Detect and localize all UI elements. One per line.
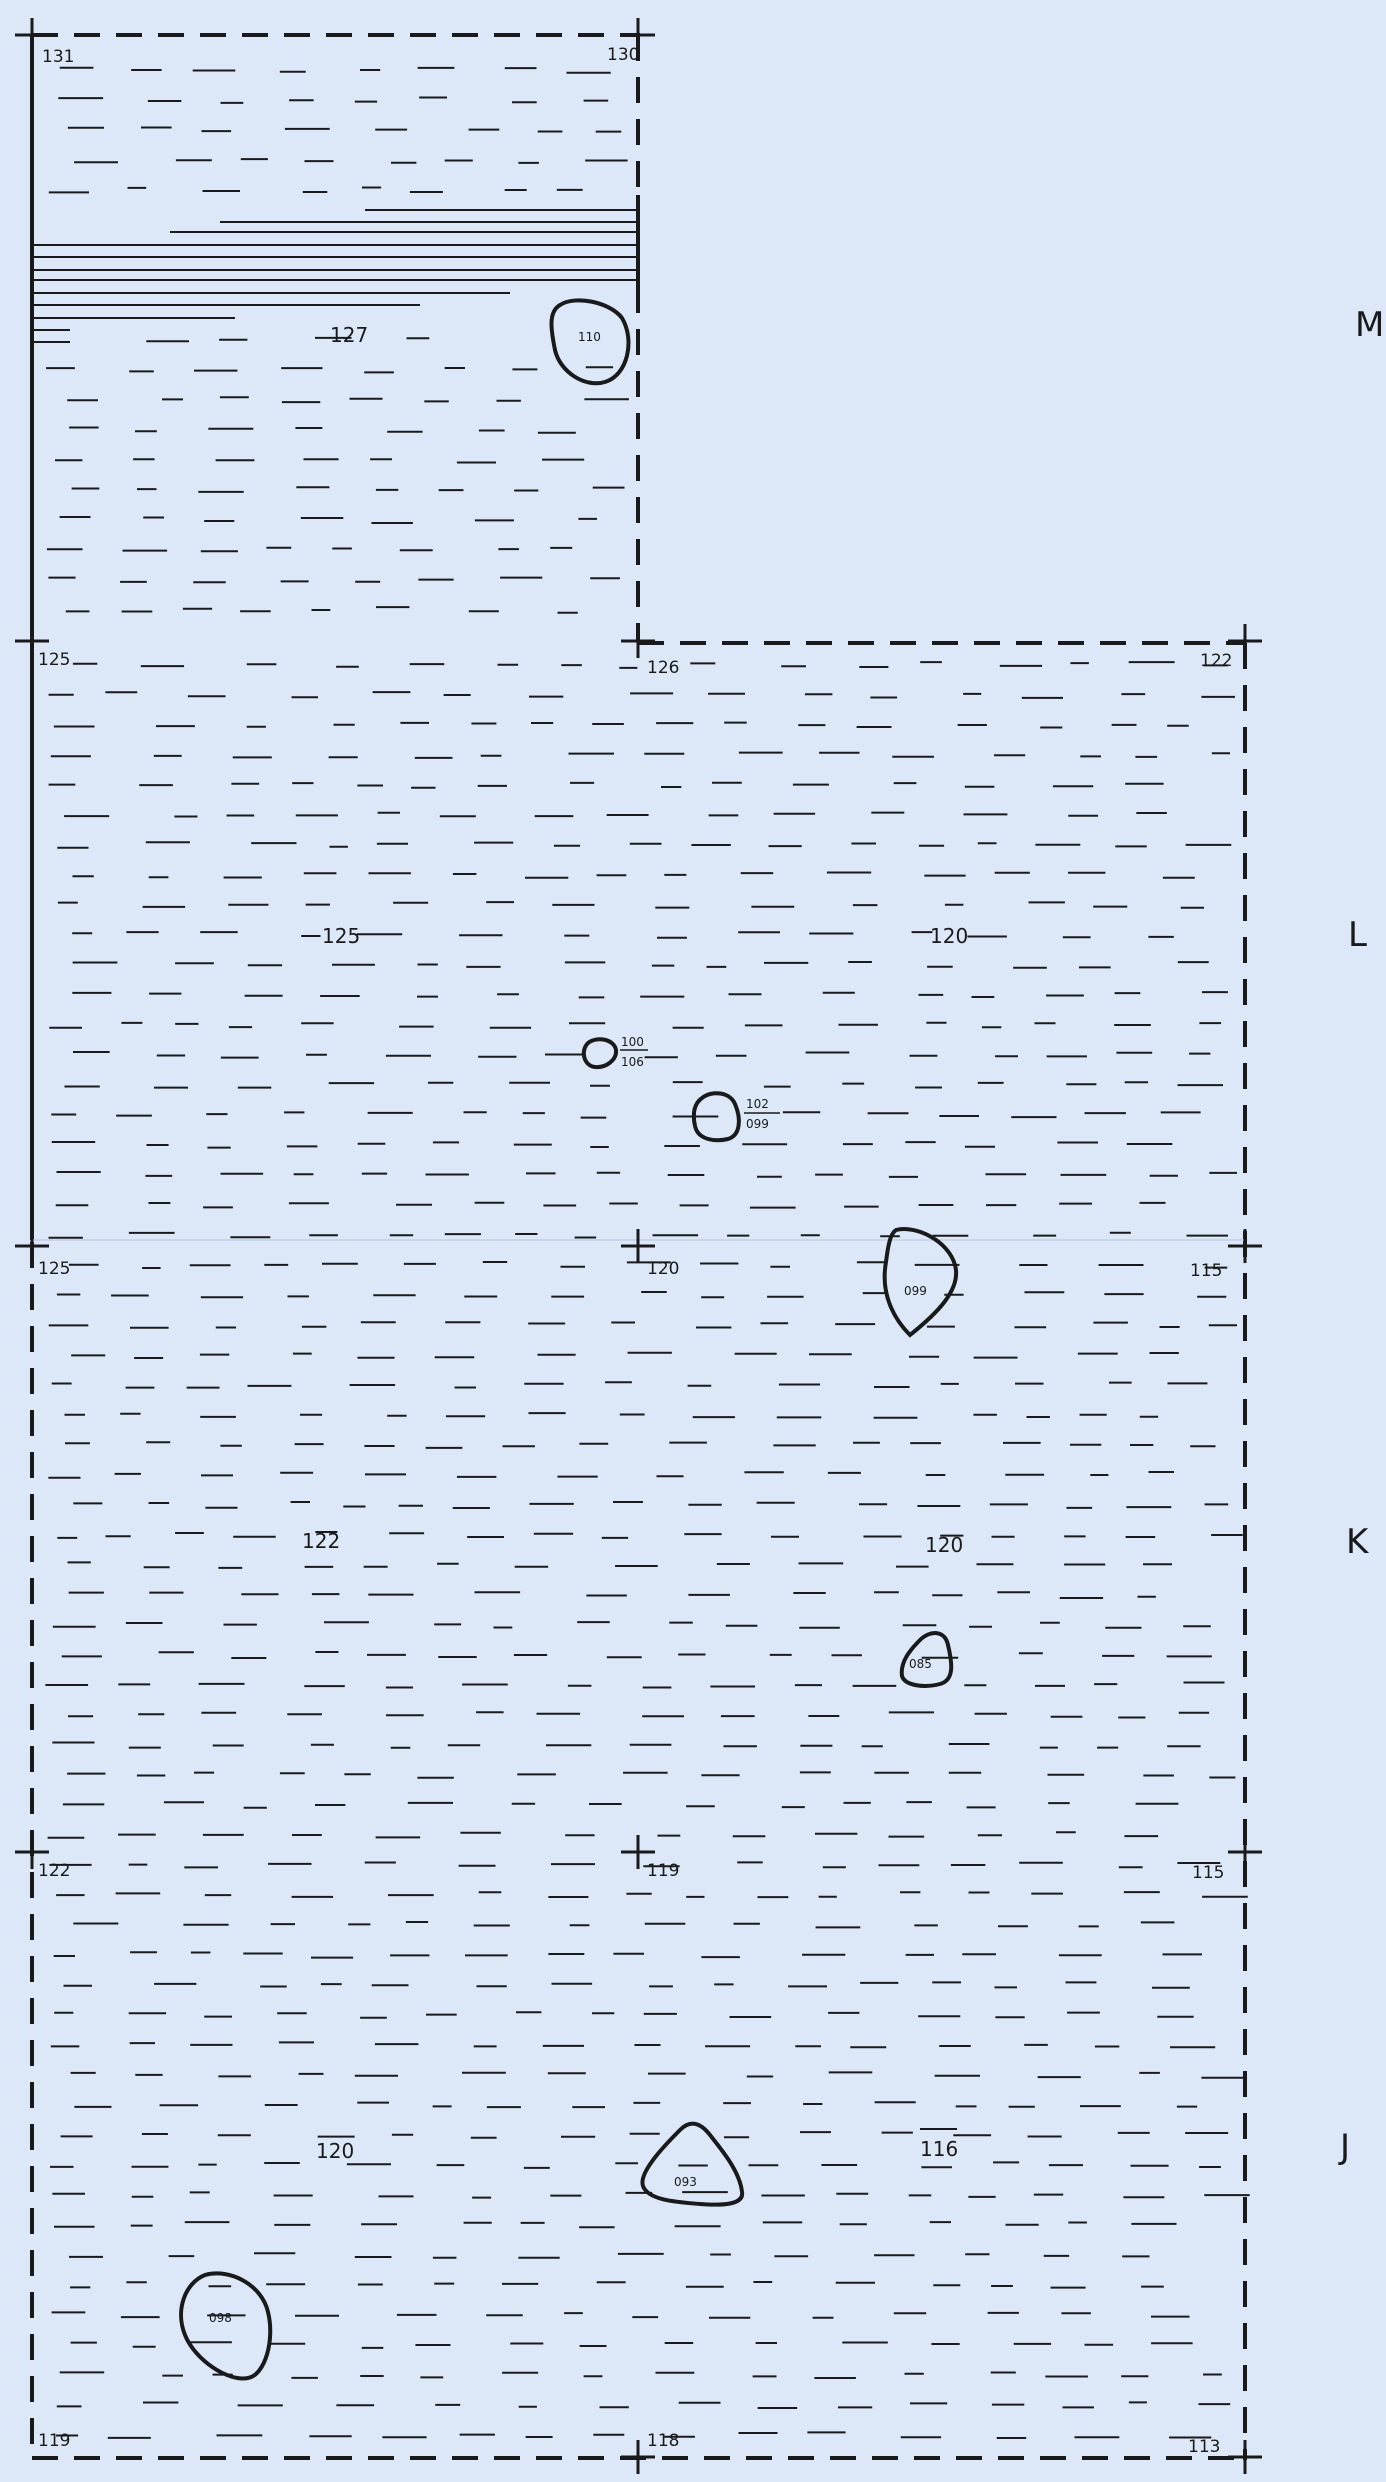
grid-row-l: L bbox=[1348, 915, 1367, 955]
survey-label-115a: 115 bbox=[1190, 1261, 1222, 1281]
cross-115b bbox=[1228, 1835, 1262, 1869]
survey-label-125b: 125 bbox=[38, 1259, 70, 1279]
hatching-layer bbox=[45, 66, 1250, 2439]
cross-126 bbox=[621, 624, 655, 658]
feature-label-099b: 099 bbox=[746, 1117, 769, 1131]
survey-label-115b: 115 bbox=[1192, 1863, 1224, 1883]
grid-row-m: M bbox=[1355, 305, 1384, 345]
feature-label-099: 099 bbox=[904, 1284, 927, 1298]
feature-098-outline bbox=[179, 2271, 273, 2381]
survey-label-119: 119 bbox=[647, 1861, 679, 1881]
feature-label-100: 100 bbox=[621, 1035, 644, 1049]
survey-label-122b: 122 bbox=[38, 1861, 70, 1881]
cross-115a bbox=[1228, 1229, 1262, 1263]
feature-102-outline bbox=[691, 1091, 741, 1143]
cross-131 bbox=[15, 18, 49, 52]
cross-130 bbox=[621, 18, 655, 52]
elevation-125: 125 bbox=[322, 924, 360, 948]
grid-row-k: K bbox=[1346, 1522, 1370, 1562]
cross-125b bbox=[15, 1229, 49, 1263]
elevation-116: 116 bbox=[920, 2137, 958, 2161]
survey-label-122a: 122 bbox=[1200, 651, 1232, 671]
feature-label-106: 106 bbox=[621, 1055, 644, 1069]
feature-093-outline bbox=[640, 2121, 745, 2207]
feature-label-093: 093 bbox=[674, 2175, 697, 2189]
features-outlines bbox=[179, 298, 959, 2381]
survey-label-113: 113 bbox=[1188, 2437, 1220, 2457]
feature-label-098: 098 bbox=[209, 2311, 232, 2325]
cross-120 bbox=[621, 1229, 655, 1263]
feature-label-102: 102 bbox=[746, 1097, 769, 1111]
survey-label-131: 131 bbox=[42, 47, 74, 67]
cross-122a bbox=[1228, 624, 1262, 658]
elevation-120-l: 120 bbox=[930, 924, 968, 948]
feature-110-outline bbox=[549, 298, 631, 386]
feature-100-outline bbox=[581, 1037, 619, 1070]
survey-label-120: 120 bbox=[647, 1259, 679, 1279]
rule-lines bbox=[32, 195, 640, 343]
survey-label-119b: 119 bbox=[38, 2431, 70, 2451]
elevation-122: 122 bbox=[302, 1529, 340, 1553]
survey-label-125a: 125 bbox=[38, 650, 70, 670]
elevation-127: 127 bbox=[330, 323, 368, 347]
survey-label-118: 118 bbox=[647, 2431, 679, 2451]
cross-113 bbox=[1228, 2440, 1262, 2474]
cross-125a bbox=[15, 624, 49, 658]
survey-crosses bbox=[15, 18, 1262, 2474]
feature-085-outline bbox=[899, 1631, 954, 1688]
feature-label-110: 110 bbox=[578, 330, 601, 344]
elevation-120-j: 120 bbox=[316, 2139, 354, 2163]
cross-118 bbox=[621, 2440, 655, 2474]
grid-row-j: J bbox=[1338, 2127, 1350, 2167]
survey-label-126: 126 bbox=[647, 658, 679, 678]
cross-122b bbox=[15, 1835, 49, 1869]
feature-label-085: 085 bbox=[909, 1657, 932, 1671]
survey-label-130: 130 bbox=[607, 45, 639, 65]
feature-099-outline bbox=[882, 1227, 959, 1338]
elevation-120-k: 120 bbox=[925, 1533, 963, 1557]
cross-119 bbox=[621, 1835, 655, 1869]
